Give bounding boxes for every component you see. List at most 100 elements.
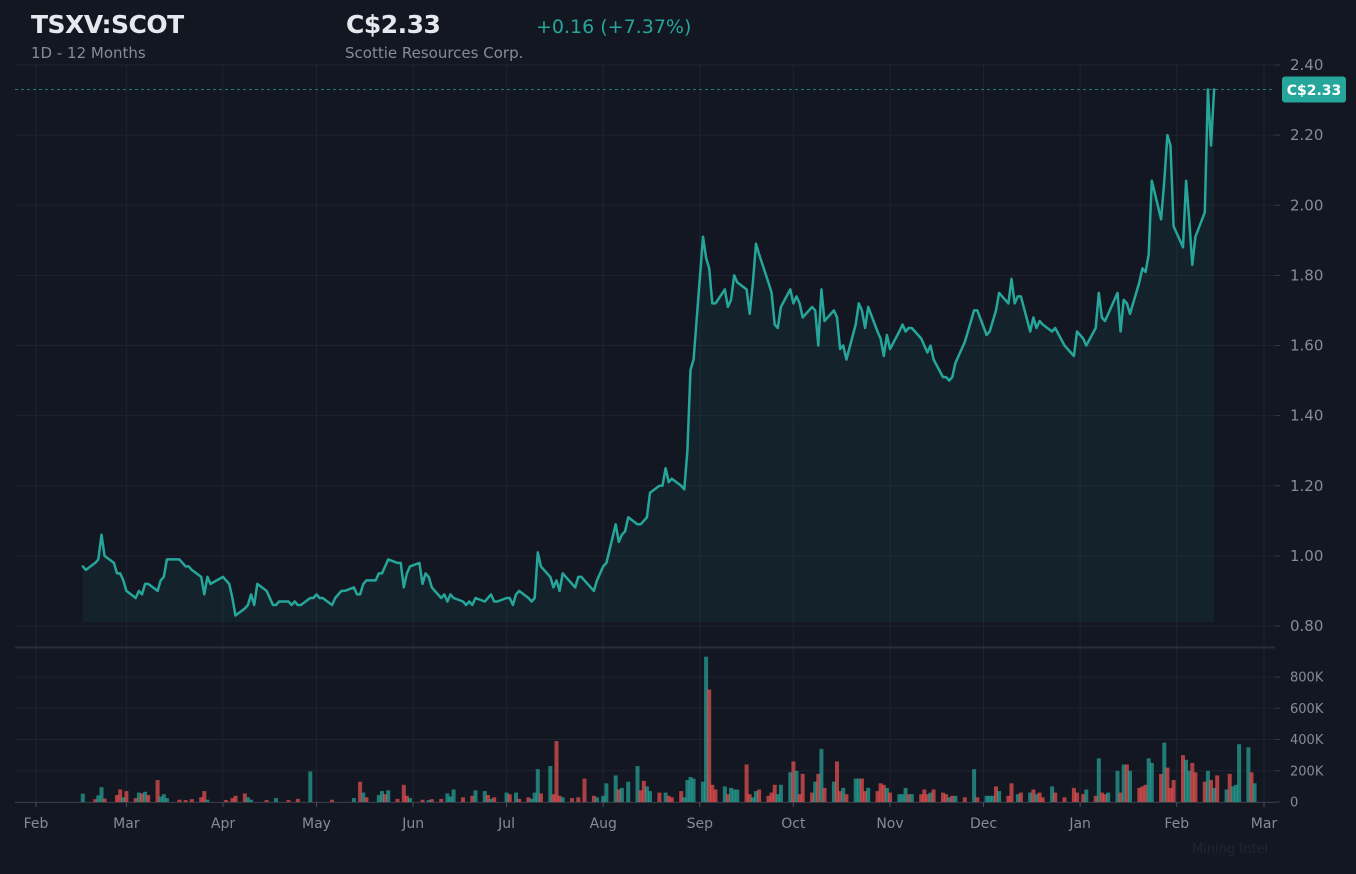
volume-bar xyxy=(420,799,425,802)
volume-bar xyxy=(158,796,163,802)
volume-bar xyxy=(950,795,955,803)
volume-bar xyxy=(183,800,188,802)
x-tick-label: Nov xyxy=(876,816,903,832)
volume-bar xyxy=(1121,764,1126,802)
volume-bar xyxy=(504,792,509,802)
volume-bar xyxy=(361,792,366,802)
volume-bar xyxy=(146,795,151,802)
volume-bar xyxy=(548,766,553,802)
volume-bar xyxy=(570,798,575,802)
x-tick-label: Feb xyxy=(1164,816,1189,832)
volume-bar xyxy=(663,792,668,802)
volume-bar xyxy=(1103,794,1107,802)
volume-bar xyxy=(485,795,490,802)
volume-bar xyxy=(919,794,924,802)
volume-bar xyxy=(1106,792,1111,802)
volume-bar xyxy=(1034,794,1039,802)
volume-bar xyxy=(707,689,712,802)
volume-bar xyxy=(682,797,687,802)
volume-bar xyxy=(80,793,85,802)
volume-bar xyxy=(199,797,204,802)
volume-bar xyxy=(1081,794,1086,802)
volume-bar xyxy=(1115,770,1120,803)
volume-bar xyxy=(1062,797,1067,802)
volume-bar xyxy=(514,792,518,802)
volume-bar xyxy=(984,795,989,803)
volume-bar xyxy=(1233,784,1238,802)
volume-tick-label: 200K xyxy=(1290,764,1324,779)
x-tick-label: Mar xyxy=(1251,816,1278,832)
volume-bar xyxy=(922,789,927,802)
volume-bar xyxy=(900,794,905,802)
volume-bar xyxy=(648,791,652,802)
ticker-symbol: TSXV:SCOT xyxy=(31,10,184,39)
volume-bar xyxy=(1040,797,1045,802)
volume-bar xyxy=(395,798,400,802)
volume-bar xyxy=(641,780,646,802)
volume-bar xyxy=(517,798,522,802)
volume-bar xyxy=(604,783,609,803)
volume-bar xyxy=(1230,786,1235,802)
volume-bar xyxy=(688,777,693,802)
volume-bar xyxy=(1171,780,1176,802)
volume-bar xyxy=(685,780,690,802)
volume-bar xyxy=(972,769,977,802)
volume-bar xyxy=(401,784,406,802)
volume-bar xyxy=(994,786,998,802)
price-change: +0.16 (+7.37%) xyxy=(536,16,692,38)
volume-bar xyxy=(729,787,733,802)
volume-bar xyxy=(1009,783,1014,803)
volume-bar xyxy=(177,799,182,802)
volume-bar xyxy=(1165,767,1170,802)
volume-bar xyxy=(1246,747,1251,802)
volume-bar xyxy=(286,800,291,802)
volume-bar xyxy=(679,791,684,802)
volume-bar xyxy=(1252,783,1257,803)
volume-bar xyxy=(264,800,269,802)
price-tick-label: 1.20 xyxy=(1290,477,1323,495)
x-tick-label: Jul xyxy=(497,816,515,832)
volume-bar xyxy=(1149,762,1154,802)
volume-bar xyxy=(863,791,868,802)
timeframe-label[interactable]: 1D - 12 Months xyxy=(31,44,146,62)
volume-bar xyxy=(1053,792,1058,802)
x-tick-label: Oct xyxy=(781,816,806,832)
volume-bar xyxy=(164,798,169,802)
volume-bar xyxy=(638,790,643,802)
volume-bar xyxy=(853,778,858,802)
volume-bar xyxy=(133,798,138,802)
volume-bar xyxy=(143,791,148,802)
volume-bar xyxy=(448,796,453,802)
volume-bar xyxy=(909,794,914,802)
volume-bar xyxy=(1215,775,1220,802)
volume-bar xyxy=(1249,772,1254,802)
last-price-badge xyxy=(1282,76,1346,103)
current-price: C$2.33 xyxy=(346,10,441,39)
volume-bar xyxy=(1187,770,1192,803)
volume-bar xyxy=(242,793,247,802)
volume-bar xyxy=(386,790,391,802)
volume-bar xyxy=(691,778,696,802)
x-tick-label: Sep xyxy=(687,816,714,832)
volume-bar xyxy=(772,784,777,802)
volume-bar xyxy=(800,773,805,802)
volume-bar xyxy=(1143,784,1148,802)
volume-bar xyxy=(507,794,512,802)
volume-bar xyxy=(473,790,478,802)
volume-bar xyxy=(376,795,381,802)
volume-bar xyxy=(844,794,849,802)
volume-bar xyxy=(601,795,606,803)
volume-bar xyxy=(884,787,889,802)
volume-bar xyxy=(136,792,141,802)
x-tick-label: May xyxy=(302,816,331,832)
volume-bar xyxy=(102,798,107,802)
volume-bar xyxy=(838,791,843,802)
volume-bar xyxy=(1209,780,1213,802)
price-area-fill xyxy=(82,89,1215,622)
volume-bar xyxy=(1093,795,1098,803)
volume-bar xyxy=(1084,789,1089,802)
volume-tick-label: 0 xyxy=(1290,796,1298,811)
volume-bar xyxy=(1028,792,1033,802)
price-tick-label: 1.60 xyxy=(1290,337,1323,355)
